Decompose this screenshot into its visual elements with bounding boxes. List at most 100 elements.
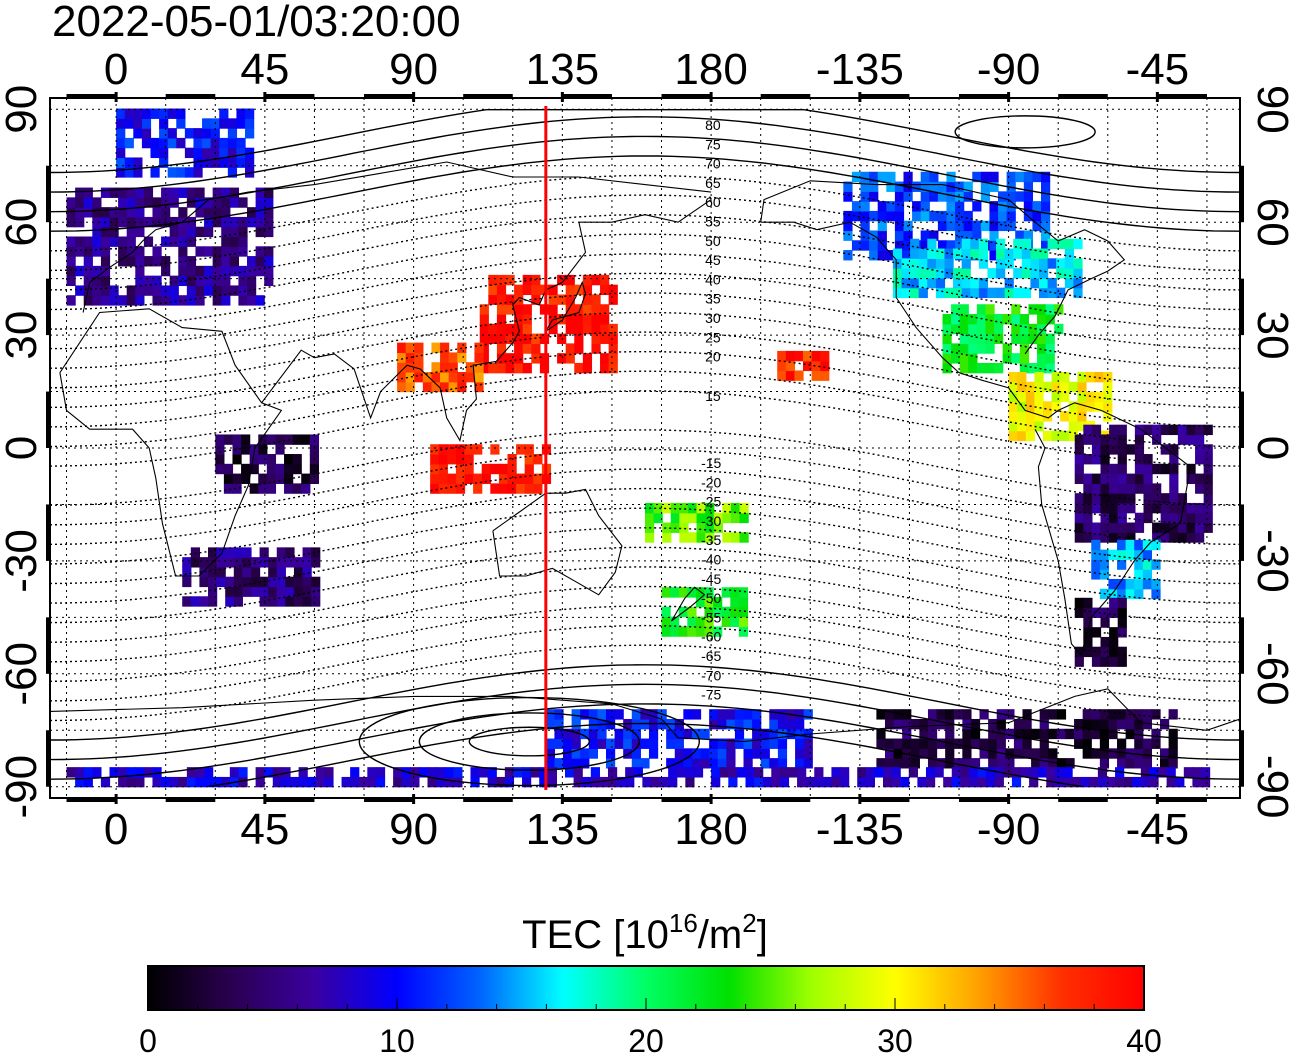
tec-cell: [936, 709, 946, 720]
tec-cell: [876, 758, 886, 769]
tec-cell: [600, 353, 610, 364]
tec-cell: [266, 434, 277, 445]
tec-cell: [666, 758, 676, 769]
tec-cell: [548, 304, 558, 315]
tec-cell: [734, 738, 745, 749]
tec-region: [876, 709, 1178, 769]
tec-cell: [571, 748, 581, 759]
tec-cell: [1109, 636, 1119, 648]
maglat-label: 45: [705, 252, 721, 268]
tec-cell: [580, 758, 590, 769]
tec-cell: [668, 767, 678, 778]
tec-cell: [607, 767, 618, 778]
tec-cell: [289, 776, 300, 788]
tec-cell: [977, 767, 987, 778]
tec-cell: [496, 294, 507, 305]
frame-band-bottom: [859, 798, 910, 802]
tec-cell: [522, 274, 532, 286]
tec-cell: [1152, 434, 1162, 445]
tec-cell: [1047, 287, 1057, 299]
tec-cell: [1021, 258, 1032, 269]
colorbar-tick-label: 10: [379, 1023, 415, 1057]
tec-cell: [212, 207, 222, 218]
tec-cell: [591, 314, 601, 325]
tec-cell: [709, 758, 719, 769]
coastline: [492, 488, 623, 596]
tec-cell: [704, 587, 714, 598]
tec-cell: [840, 776, 850, 788]
tec-cell: [1034, 401, 1044, 412]
tec-cell: [722, 502, 732, 514]
tec-cell: [1186, 512, 1196, 524]
tec-cell: [227, 157, 238, 168]
tec-cell: [912, 201, 922, 212]
tec-cell: [227, 137, 238, 149]
tec-cell: [1006, 191, 1016, 202]
tec-cell: [135, 256, 145, 267]
tec-cell: [901, 258, 911, 269]
maglat-label: 80: [705, 117, 721, 133]
tec-cell: [961, 238, 971, 250]
tec-cell: [1186, 424, 1196, 436]
tec-cell: [1126, 493, 1136, 504]
tec-cell: [877, 210, 887, 222]
tec-cell: [860, 210, 870, 222]
tec-cell: [582, 284, 593, 296]
tec-cell: [811, 370, 821, 381]
tec-cell: [653, 512, 663, 524]
tec-cell: [92, 197, 102, 208]
tec-cell: [893, 738, 903, 749]
tec-cell: [659, 776, 669, 788]
tec-cell: [1166, 776, 1176, 788]
tec-cell: [307, 776, 317, 788]
x-tick-label-bottom: 0: [104, 805, 128, 854]
tec-cell: [1151, 588, 1161, 600]
tec-cell: [1151, 738, 1161, 749]
tec-cell: [167, 167, 177, 178]
tec-cell: [1177, 532, 1188, 543]
tec-cell: [1003, 767, 1013, 778]
tec-cell: [935, 287, 946, 299]
tec-cell: [285, 547, 295, 558]
tec-cell: [1051, 401, 1061, 412]
colorbar-tick-label: 20: [628, 1023, 664, 1057]
tec-cell: [996, 248, 1006, 259]
tec-cell: [195, 295, 205, 306]
tec-cell: [1109, 473, 1119, 484]
tec-cell: [929, 191, 939, 202]
tec-cell: [126, 246, 136, 257]
tec-cell: [431, 381, 441, 393]
tec-cell: [186, 226, 197, 238]
tec-cell: [405, 342, 415, 354]
tec-cell: [190, 557, 201, 568]
tec-cell: [229, 246, 240, 257]
tec-cell: [309, 463, 320, 475]
tec-cell: [1126, 532, 1136, 543]
tec-cell: [1017, 420, 1027, 432]
maglat-pole-contour: [468, 726, 591, 757]
tec-cell: [874, 767, 884, 778]
maglat-pole-contour: [418, 712, 641, 771]
tec-cell: [195, 187, 205, 198]
tec-cell: [876, 709, 886, 720]
tec-cell: [488, 274, 498, 286]
maglat-contour: [50, 370, 1240, 448]
tec-cell: [453, 767, 463, 778]
tec-cell: [1074, 454, 1084, 465]
tec-cell: [814, 776, 824, 788]
tec-cell: [505, 323, 515, 335]
tec-cell: [539, 776, 549, 788]
tec-cell: [186, 236, 197, 247]
tec-cell: [937, 181, 948, 192]
tec-cell: [1068, 381, 1078, 393]
tec-cell: [169, 295, 179, 306]
tec-cell: [942, 353, 952, 364]
tec-cell: [769, 738, 779, 749]
tec-cell: [795, 758, 805, 769]
tec-cell: [1151, 709, 1161, 720]
tec-cell: [479, 362, 489, 374]
tec-cell: [247, 256, 257, 267]
tec-cell: [324, 776, 334, 788]
tec-cell: [438, 473, 448, 484]
